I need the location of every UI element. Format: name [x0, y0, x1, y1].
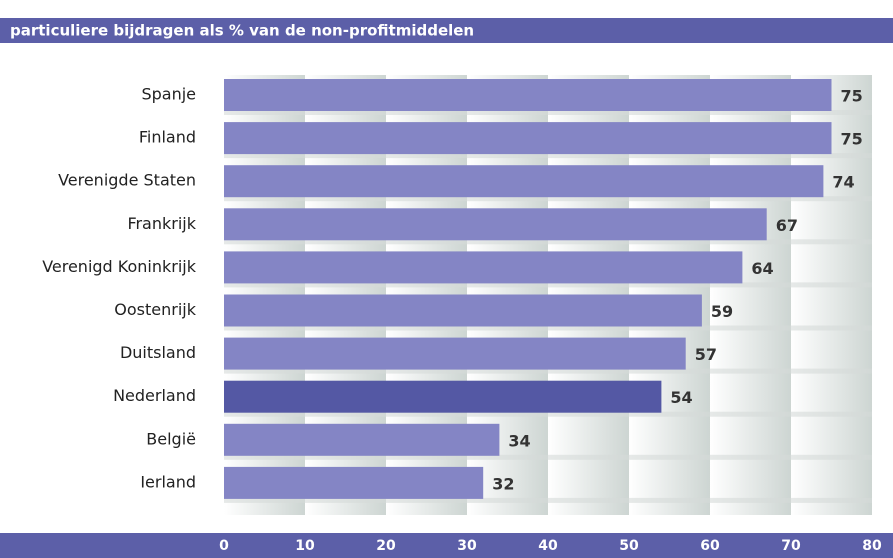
bar-shadow	[224, 196, 872, 202]
value-label: 32	[492, 474, 514, 493]
x-tick-label: 30	[457, 538, 477, 554]
value-label: 34	[508, 431, 530, 450]
y-tick-label: Duitsland	[120, 343, 196, 362]
x-tick-label: 20	[376, 538, 396, 554]
x-tick-label: 60	[700, 538, 720, 554]
bar	[224, 423, 500, 456]
y-tick-label: Frankrijk	[127, 214, 196, 233]
title-bar	[0, 18, 893, 43]
bar	[224, 380, 662, 413]
bar	[224, 165, 824, 198]
y-tick-label: Ierland	[140, 472, 196, 491]
bar-shadow	[224, 282, 872, 288]
bar-shadow	[224, 368, 872, 374]
bar	[224, 466, 484, 499]
chart-title: particuliere bijdragen als % van de non-…	[10, 22, 474, 40]
y-tick-label: België	[146, 429, 196, 448]
value-label: 75	[841, 87, 863, 106]
x-tick-label: 10	[295, 538, 315, 554]
x-tick-label: 50	[619, 538, 639, 554]
y-tick-label: Verenigd Koninkrijk	[42, 257, 197, 276]
y-tick-label: Verenigde Staten	[58, 171, 196, 190]
bar	[224, 208, 767, 241]
y-tick-label: Finland	[139, 128, 196, 147]
bar-shadow	[224, 325, 872, 331]
x-tick-label: 40	[538, 538, 558, 554]
value-label: 59	[711, 302, 733, 321]
value-label: 67	[776, 216, 798, 235]
axis-bar	[0, 533, 893, 558]
value-label: 74	[832, 173, 854, 192]
y-tick-label: Nederland	[113, 386, 196, 405]
bar-shadow	[224, 110, 872, 115]
bar-shadow	[224, 239, 872, 245]
bar	[224, 122, 832, 155]
value-label: 75	[841, 130, 863, 149]
bar	[224, 251, 743, 284]
x-tick-label: 80	[862, 538, 882, 554]
y-tick-label: Spanje	[141, 85, 196, 104]
bar	[224, 79, 832, 111]
value-label: 57	[695, 345, 717, 364]
x-tick-label: 0	[219, 538, 229, 554]
value-label: 64	[751, 259, 773, 278]
bar-shadow	[224, 153, 872, 159]
bar-shadow	[224, 454, 872, 460]
plot: 0 10 20 30 40 50 60 70 80 Spanje 75 Finland 75 Vereni…	[42, 75, 882, 554]
value-label: 54	[670, 388, 692, 407]
y-tick-label: Oostenrijk	[114, 300, 196, 319]
x-tick-label: 70	[781, 538, 801, 554]
bar-shadow	[224, 497, 872, 503]
bar-shadow	[224, 411, 872, 417]
bar	[224, 294, 702, 327]
bar	[224, 337, 686, 370]
